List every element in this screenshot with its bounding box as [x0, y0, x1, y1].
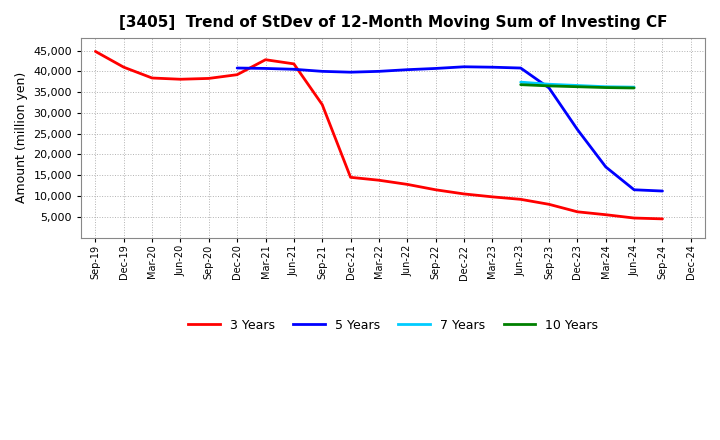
- 3 Years: [601, 212, 610, 217]
- 3 Years: [374, 178, 383, 183]
- Line: 10 Years: 10 Years: [521, 84, 634, 88]
- 3 Years: [176, 77, 185, 82]
- Legend: 3 Years, 5 Years, 7 Years, 10 Years: 3 Years, 5 Years, 7 Years, 10 Years: [184, 314, 603, 337]
- 3 Years: [289, 61, 298, 66]
- 7 Years: [516, 80, 525, 85]
- 5 Years: [573, 127, 582, 132]
- 3 Years: [120, 65, 128, 70]
- 3 Years: [91, 49, 99, 54]
- 3 Years: [403, 182, 412, 187]
- 5 Years: [545, 85, 554, 91]
- 7 Years: [630, 84, 639, 90]
- 3 Years: [516, 197, 525, 202]
- 5 Years: [431, 66, 440, 71]
- Line: 3 Years: 3 Years: [95, 51, 662, 219]
- 5 Years: [374, 69, 383, 74]
- 7 Years: [545, 81, 554, 87]
- 10 Years: [630, 85, 639, 91]
- 3 Years: [459, 191, 468, 197]
- 3 Years: [148, 75, 156, 81]
- 5 Years: [346, 70, 355, 75]
- 5 Years: [261, 66, 270, 71]
- Line: 7 Years: 7 Years: [521, 82, 634, 87]
- 3 Years: [431, 187, 440, 192]
- 3 Years: [233, 72, 241, 77]
- 10 Years: [573, 84, 582, 89]
- 7 Years: [601, 84, 610, 89]
- 5 Years: [516, 66, 525, 71]
- 3 Years: [261, 57, 270, 62]
- 3 Years: [346, 175, 355, 180]
- 5 Years: [459, 64, 468, 70]
- Title: [3405]  Trend of StDev of 12-Month Moving Sum of Investing CF: [3405] Trend of StDev of 12-Month Moving…: [119, 15, 667, 30]
- 7 Years: [573, 83, 582, 88]
- 3 Years: [488, 194, 497, 199]
- 3 Years: [658, 216, 667, 221]
- 5 Years: [488, 65, 497, 70]
- 10 Years: [516, 82, 525, 87]
- 5 Years: [630, 187, 639, 192]
- 3 Years: [630, 216, 639, 221]
- 5 Years: [601, 164, 610, 169]
- 3 Years: [545, 202, 554, 207]
- 3 Years: [318, 102, 327, 107]
- 10 Years: [601, 85, 610, 90]
- Y-axis label: Amount (million yen): Amount (million yen): [15, 72, 28, 203]
- 10 Years: [545, 83, 554, 88]
- 5 Years: [318, 69, 327, 74]
- 3 Years: [573, 209, 582, 214]
- 5 Years: [289, 66, 298, 72]
- 5 Years: [403, 67, 412, 72]
- 5 Years: [658, 188, 667, 194]
- Line: 5 Years: 5 Years: [237, 67, 662, 191]
- 3 Years: [204, 76, 213, 81]
- 5 Years: [233, 66, 241, 71]
